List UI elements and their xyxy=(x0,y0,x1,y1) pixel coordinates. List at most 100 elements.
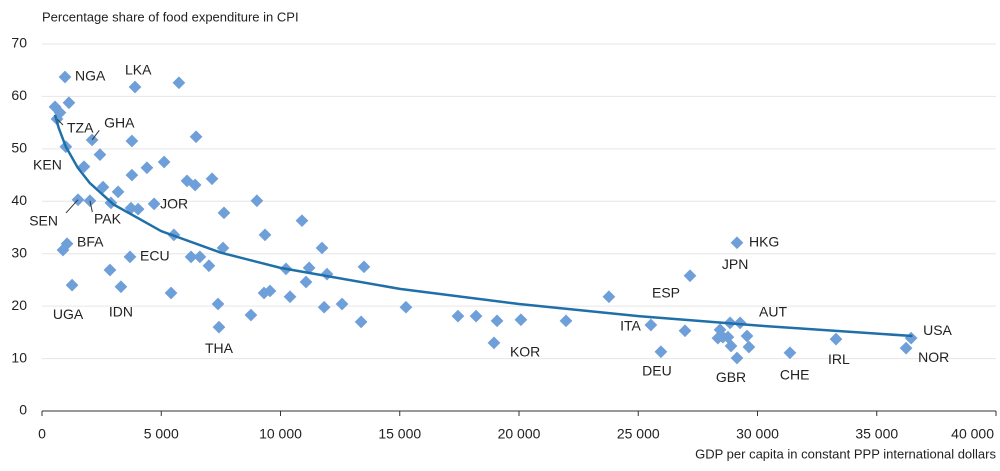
point xyxy=(244,308,258,322)
point xyxy=(730,351,744,365)
point-label: PAK xyxy=(94,210,122,226)
point xyxy=(212,320,226,334)
point-label: KOR xyxy=(510,344,540,360)
point-label: BFA xyxy=(77,233,104,249)
point-label: TZA xyxy=(67,120,94,136)
point xyxy=(93,148,107,161)
y-axis-title: Percentage share of food expenditure in … xyxy=(42,9,299,24)
point xyxy=(469,309,483,323)
leader-line xyxy=(56,118,64,126)
point xyxy=(164,286,178,300)
point-label: ITA xyxy=(620,318,641,334)
point xyxy=(114,280,128,294)
point xyxy=(103,263,117,277)
leader-line xyxy=(91,130,100,141)
y-tick-label: 0 xyxy=(19,402,27,418)
point xyxy=(125,168,139,182)
point-label: SEN xyxy=(29,212,58,228)
point xyxy=(678,324,692,338)
point xyxy=(58,70,72,84)
x-tick-label: 35 000 xyxy=(855,426,898,442)
x-tick-label: 30 000 xyxy=(736,426,779,442)
point xyxy=(202,259,216,273)
point xyxy=(250,194,264,208)
point xyxy=(263,284,277,298)
point-label: IRL xyxy=(828,351,850,367)
point xyxy=(654,345,668,359)
point xyxy=(193,250,207,264)
leader-line xyxy=(65,199,79,214)
x-tick-label: 5 000 xyxy=(144,426,179,442)
point xyxy=(217,206,231,220)
point xyxy=(829,332,843,346)
y-tick-label: 60 xyxy=(11,87,27,103)
point-label: ECU xyxy=(140,248,170,264)
point xyxy=(730,236,744,250)
point-label: GBR xyxy=(716,369,746,385)
point xyxy=(188,178,202,192)
point-label: NGA xyxy=(75,68,106,84)
point-label: ESP xyxy=(652,284,680,300)
point xyxy=(205,172,219,186)
point xyxy=(742,340,756,354)
point xyxy=(125,134,139,148)
point xyxy=(140,161,154,175)
point-label: AUT xyxy=(759,304,787,320)
point xyxy=(65,278,79,292)
point xyxy=(62,96,76,110)
point xyxy=(683,269,697,283)
point xyxy=(317,300,331,314)
point xyxy=(559,314,573,328)
point xyxy=(189,130,203,144)
point-label: GHA xyxy=(104,115,135,131)
point xyxy=(302,261,316,275)
point xyxy=(487,336,501,350)
point xyxy=(315,241,329,255)
x-tick-label: 15 000 xyxy=(378,426,421,442)
point xyxy=(514,313,528,327)
point-label: HKG xyxy=(749,233,779,249)
point-label: LKA xyxy=(125,62,152,78)
leader-line xyxy=(89,200,93,213)
point xyxy=(354,315,368,329)
x-tick-label: 10 000 xyxy=(259,426,302,442)
y-tick-label: 10 xyxy=(11,349,27,365)
point-label: DEU xyxy=(642,362,672,378)
point xyxy=(399,300,413,314)
trend-line xyxy=(53,114,913,338)
point-label: NOR xyxy=(918,349,949,365)
point xyxy=(128,80,142,94)
point-label: CHE xyxy=(780,367,810,383)
y-tick-label: 20 xyxy=(11,297,27,313)
y-tick-label: 30 xyxy=(11,244,27,260)
point xyxy=(644,318,658,332)
point xyxy=(147,197,161,211)
point xyxy=(157,155,171,169)
x-tick-label: 40 000 xyxy=(951,426,994,442)
point xyxy=(111,185,125,199)
point xyxy=(602,290,616,304)
point-label: UGA xyxy=(53,306,84,322)
y-tick-label: 40 xyxy=(11,192,27,208)
point xyxy=(123,250,137,264)
point xyxy=(357,260,371,274)
x-axis-title: GDP per capita in constant PPP internati… xyxy=(695,446,996,461)
point xyxy=(740,329,754,343)
point-label: THA xyxy=(205,340,234,356)
point-label: IDN xyxy=(109,303,133,319)
point xyxy=(335,297,349,311)
point-label: JPN xyxy=(722,256,748,272)
point xyxy=(451,309,465,323)
point xyxy=(283,290,297,304)
x-tick-label: 0 xyxy=(38,426,46,442)
point xyxy=(131,202,145,216)
y-tick-label: 70 xyxy=(11,35,27,51)
point xyxy=(258,228,272,242)
point xyxy=(96,180,110,194)
point xyxy=(56,243,70,257)
point xyxy=(295,214,309,228)
point-label: JOR xyxy=(160,196,188,212)
point xyxy=(490,314,504,328)
point xyxy=(299,275,313,289)
